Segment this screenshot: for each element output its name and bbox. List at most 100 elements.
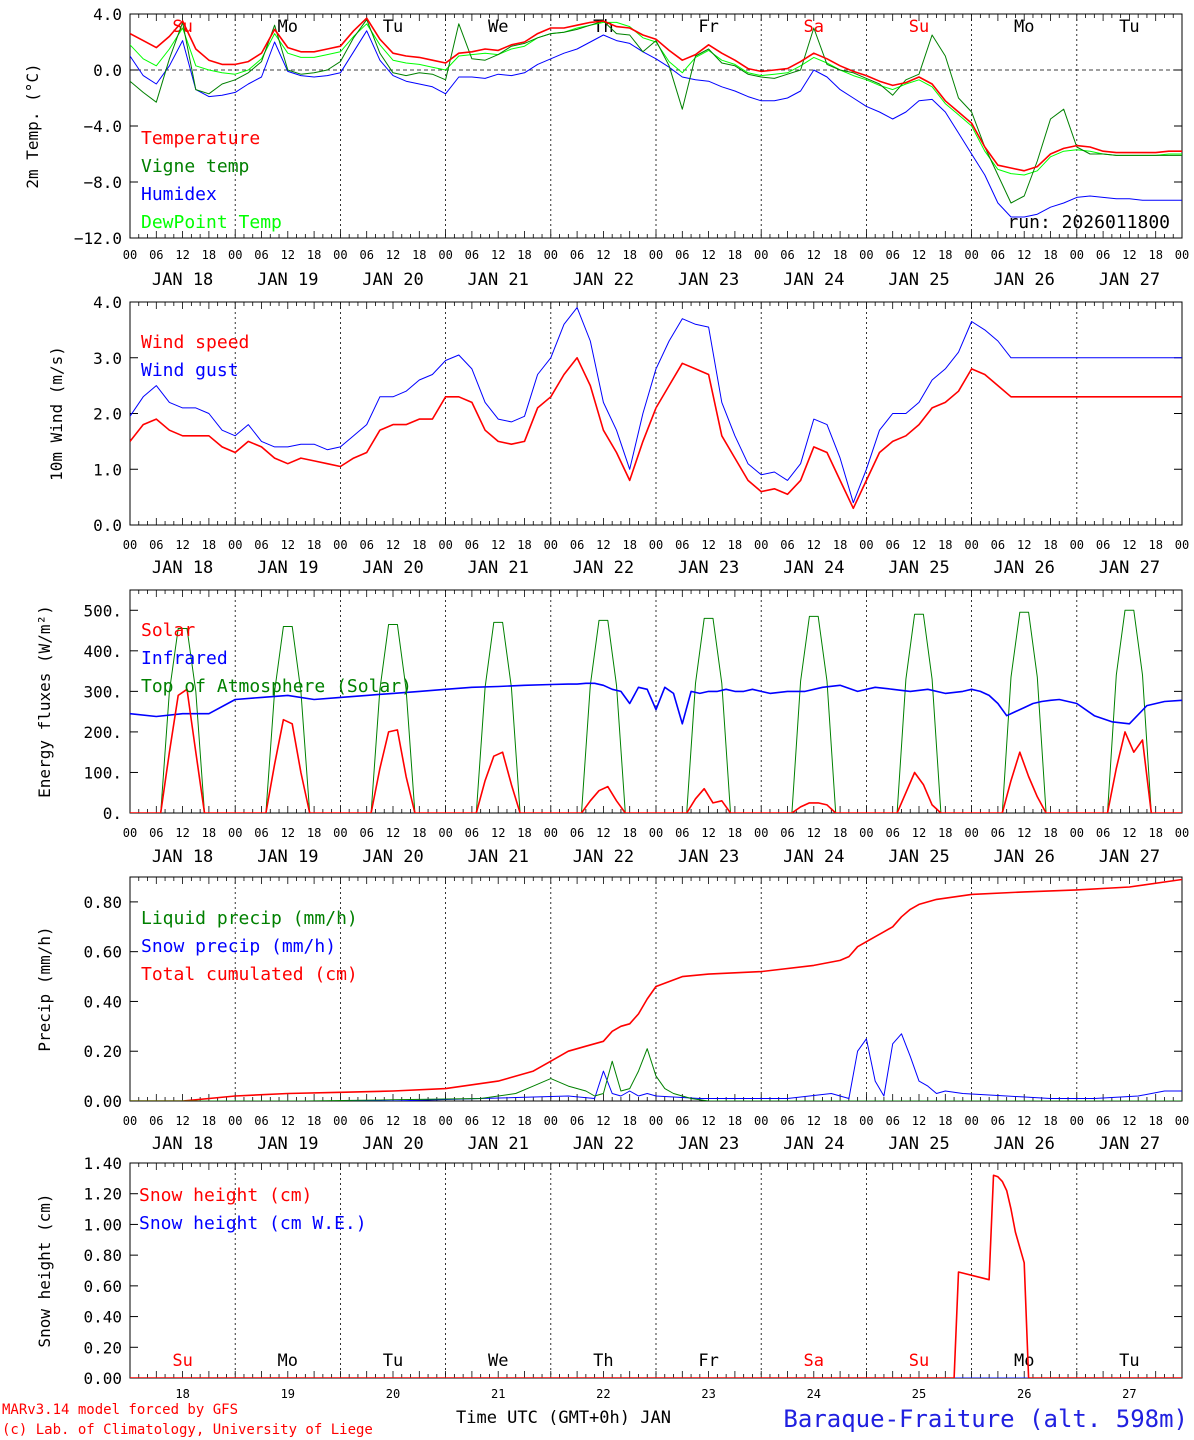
hour-tick-label: 12: [175, 538, 189, 552]
y-tick-label: 1.20: [83, 1185, 122, 1204]
date-label: JAN 22: [573, 558, 634, 578]
y-tick-label: 0.20: [83, 1338, 122, 1357]
hour-tick-label: 06: [675, 1114, 689, 1128]
hour-tick-label: 12: [701, 248, 715, 262]
hour-tick-label: 00: [438, 1114, 452, 1128]
hour-tick-label: 06: [254, 538, 268, 552]
legend-entry: Total cumulated (cm): [141, 964, 358, 985]
hour-tick-label: 06: [780, 1114, 794, 1128]
y-axis-title: 2m Temp. (°C): [23, 63, 42, 188]
hour-tick-label: 06: [570, 248, 584, 262]
series-line-top-of-atmosphere-solar-: [130, 609, 1182, 813]
hour-tick-label: 06: [359, 248, 373, 262]
hour-tick-label: 18: [833, 538, 847, 552]
date-label: JAN 18: [152, 1134, 213, 1154]
date-label: JAN 23: [678, 847, 739, 867]
hour-tick-label: 12: [175, 1114, 189, 1128]
y-tick-label: 0.60: [83, 1277, 122, 1296]
hour-tick-label: 18: [938, 248, 952, 262]
hour-tick-label: 18: [833, 248, 847, 262]
hour-tick-label: 00: [964, 538, 978, 552]
hour-tick-label: 00: [544, 248, 558, 262]
hour-tick-label: 18: [1148, 1114, 1162, 1128]
hour-tick-label: 12: [281, 826, 295, 840]
date-label: JAN 18: [152, 847, 213, 867]
hour-tick-label: 06: [359, 826, 373, 840]
hour-tick-label: 06: [149, 826, 163, 840]
hour-tick-label: 00: [649, 826, 663, 840]
legend-entry: Wind gust: [141, 360, 239, 381]
day-name-label: Fr: [698, 1351, 718, 1371]
legend-entry: DewPoint Temp: [141, 212, 282, 233]
hour-tick-label: 18: [833, 1114, 847, 1128]
series-line-snow-height-cm-: [130, 1174, 1182, 1378]
date-label: JAN 22: [573, 847, 634, 867]
hour-tick-label: 00: [754, 826, 768, 840]
hour-tick-label: 18: [1148, 248, 1162, 262]
date-label: JAN 27: [1099, 847, 1160, 867]
series-line-infrared: [130, 682, 1182, 725]
y-tick-label: 0.20: [83, 1042, 122, 1061]
y-tick-label: 0.60: [83, 943, 122, 962]
hour-tick-label: 00: [438, 248, 452, 262]
hour-tick-label: 18: [1043, 538, 1057, 552]
day-name-label: We: [488, 17, 508, 37]
day-name-label: Tu: [383, 1351, 403, 1371]
hour-tick-label: 00: [964, 1114, 978, 1128]
day-name-label: Sa: [804, 1351, 824, 1371]
y-tick-label: 0.00: [83, 1092, 122, 1111]
hour-tick-label: 06: [465, 1114, 479, 1128]
hour-tick-label: 00: [123, 538, 137, 552]
y-tick-label: 0.0: [93, 516, 122, 535]
y-tick-label: 0.0: [93, 61, 122, 80]
date-label: JAN 25: [888, 1134, 949, 1154]
legend-entry: Infrared: [141, 648, 228, 669]
date-label: JAN 18: [152, 558, 213, 578]
hour-tick-label: 18: [1148, 826, 1162, 840]
hour-tick-label: 18: [517, 826, 531, 840]
hour-tick-label: 12: [701, 1114, 715, 1128]
hour-tick-label: 18: [202, 1114, 216, 1128]
legend-entry: Temperature: [141, 128, 260, 149]
hour-tick-label: 00: [333, 1114, 347, 1128]
hour-tick-label: 06: [991, 1114, 1005, 1128]
day-name-label: Tu: [1119, 1351, 1139, 1371]
hour-tick-label: 06: [465, 248, 479, 262]
panel-precip: 0.80 0.60 0.40 0.20 0.00 Precip (mm/h) 00 06 12 1…: [35, 876, 1189, 1154]
date-label: JAN 24: [783, 558, 844, 578]
date-label: JAN 24: [783, 1134, 844, 1154]
hour-tick-label: 00: [544, 826, 558, 840]
hour-tick-label: 12: [1017, 826, 1031, 840]
hour-tick-label: 06: [570, 1114, 584, 1128]
y-tick-label: 0.80: [83, 1246, 122, 1265]
hour-tick-label: 06: [1096, 538, 1110, 552]
legend-entry: Vigne temp: [141, 156, 249, 177]
legend-entry: Humidex: [141, 184, 217, 205]
y-axis-title: Energy fluxes (W/m²): [35, 605, 54, 798]
hour-tick-label: 00: [333, 248, 347, 262]
hour-tick-label: 12: [807, 538, 821, 552]
day-name-label: Mo: [1014, 1351, 1034, 1371]
hour-tick-label: 00: [859, 538, 873, 552]
hour-tick-label: 18: [202, 538, 216, 552]
day-number-label: 19: [281, 1387, 295, 1401]
hour-tick-label: 00: [1070, 1114, 1084, 1128]
day-name-label: Mo: [1014, 17, 1034, 37]
hour-tick-label: 00: [1175, 248, 1189, 262]
hour-tick-label: 00: [859, 826, 873, 840]
day-number-label: 27: [1122, 1387, 1136, 1401]
date-label: JAN 26: [993, 847, 1054, 867]
series-line-snow-precip-mm-h-: [130, 1033, 1182, 1101]
y-tick-label: 100.: [83, 763, 122, 782]
y-tick-label: 4.0: [93, 5, 122, 24]
hour-tick-label: 18: [202, 248, 216, 262]
y-tick-label: 1.00: [83, 1215, 122, 1234]
legend-entry: Wind speed: [141, 332, 249, 353]
hour-tick-label: 12: [596, 248, 610, 262]
date-label: JAN 26: [993, 270, 1054, 290]
date-label: JAN 19: [257, 558, 318, 578]
hour-tick-label: 06: [991, 538, 1005, 552]
hour-tick-label: 06: [149, 248, 163, 262]
hour-tick-label: 12: [807, 1114, 821, 1128]
hour-tick-label: 00: [228, 1114, 242, 1128]
